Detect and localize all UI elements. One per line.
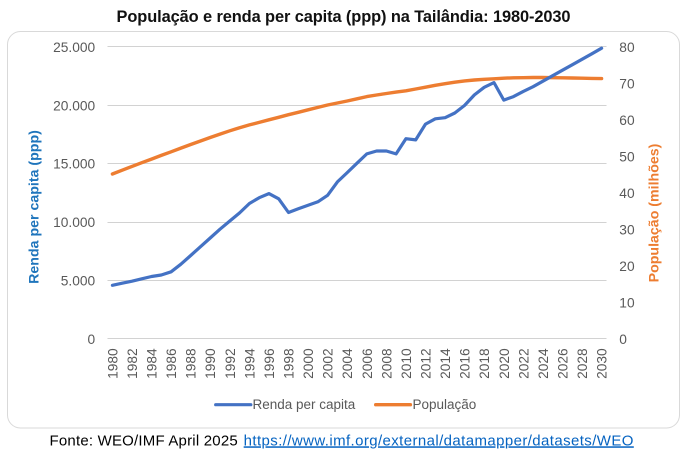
svg-text:2026: 2026	[556, 348, 571, 379]
svg-text:2004: 2004	[340, 348, 355, 379]
svg-text:2028: 2028	[575, 348, 590, 379]
svg-text:2014: 2014	[438, 348, 453, 379]
svg-text:Renda per capita: Renda per capita	[253, 397, 356, 412]
svg-text:1982: 1982	[125, 348, 140, 379]
svg-text:0: 0	[619, 332, 627, 347]
svg-text:1984: 1984	[145, 348, 160, 379]
svg-text:25.000: 25.000	[53, 40, 95, 55]
svg-text:70: 70	[619, 76, 635, 91]
svg-text:10.000: 10.000	[53, 215, 95, 230]
svg-text:40: 40	[619, 186, 635, 201]
svg-text:1988: 1988	[184, 348, 199, 379]
svg-text:2024: 2024	[536, 348, 551, 379]
svg-text:2012: 2012	[419, 348, 434, 379]
svg-text:1996: 1996	[262, 348, 277, 379]
svg-text:30: 30	[619, 222, 635, 237]
svg-text:2022: 2022	[516, 348, 531, 379]
svg-text:Renda per capita (ppp): Renda per capita (ppp)	[27, 130, 43, 284]
svg-text:2010: 2010	[399, 348, 414, 379]
svg-text:1998: 1998	[282, 348, 297, 379]
svg-text:10: 10	[619, 295, 635, 310]
svg-text:15.000: 15.000	[53, 157, 95, 172]
svg-text:2000: 2000	[301, 348, 316, 379]
svg-text:20: 20	[619, 259, 635, 274]
svg-text:2020: 2020	[497, 348, 512, 379]
svg-text:2002: 2002	[321, 348, 336, 379]
svg-text:Fonte: WEO/IMF April 2025 http: Fonte: WEO/IMF April 2025 https://www.im…	[50, 432, 634, 449]
svg-text:2030: 2030	[595, 348, 610, 379]
svg-text:2006: 2006	[360, 348, 375, 379]
svg-text:1980: 1980	[105, 348, 120, 379]
svg-text:População e renda per capita (: População e renda per capita (ppp) na Ta…	[117, 8, 571, 26]
svg-text:80: 80	[619, 40, 635, 55]
svg-text:População: População	[413, 397, 477, 412]
svg-text:2016: 2016	[458, 348, 473, 379]
svg-text:1992: 1992	[223, 348, 238, 379]
svg-text:2008: 2008	[379, 348, 394, 379]
svg-text:2018: 2018	[477, 348, 492, 379]
svg-text:60: 60	[619, 113, 635, 128]
svg-text:1990: 1990	[203, 348, 218, 379]
svg-text:50: 50	[619, 149, 635, 164]
svg-text:População (milhões): População (milhões)	[647, 143, 663, 282]
svg-text:1994: 1994	[242, 348, 257, 379]
svg-text:5.000: 5.000	[61, 274, 96, 289]
svg-text:0: 0	[88, 332, 96, 347]
svg-text:20.000: 20.000	[53, 98, 95, 113]
svg-text:1986: 1986	[164, 348, 179, 379]
